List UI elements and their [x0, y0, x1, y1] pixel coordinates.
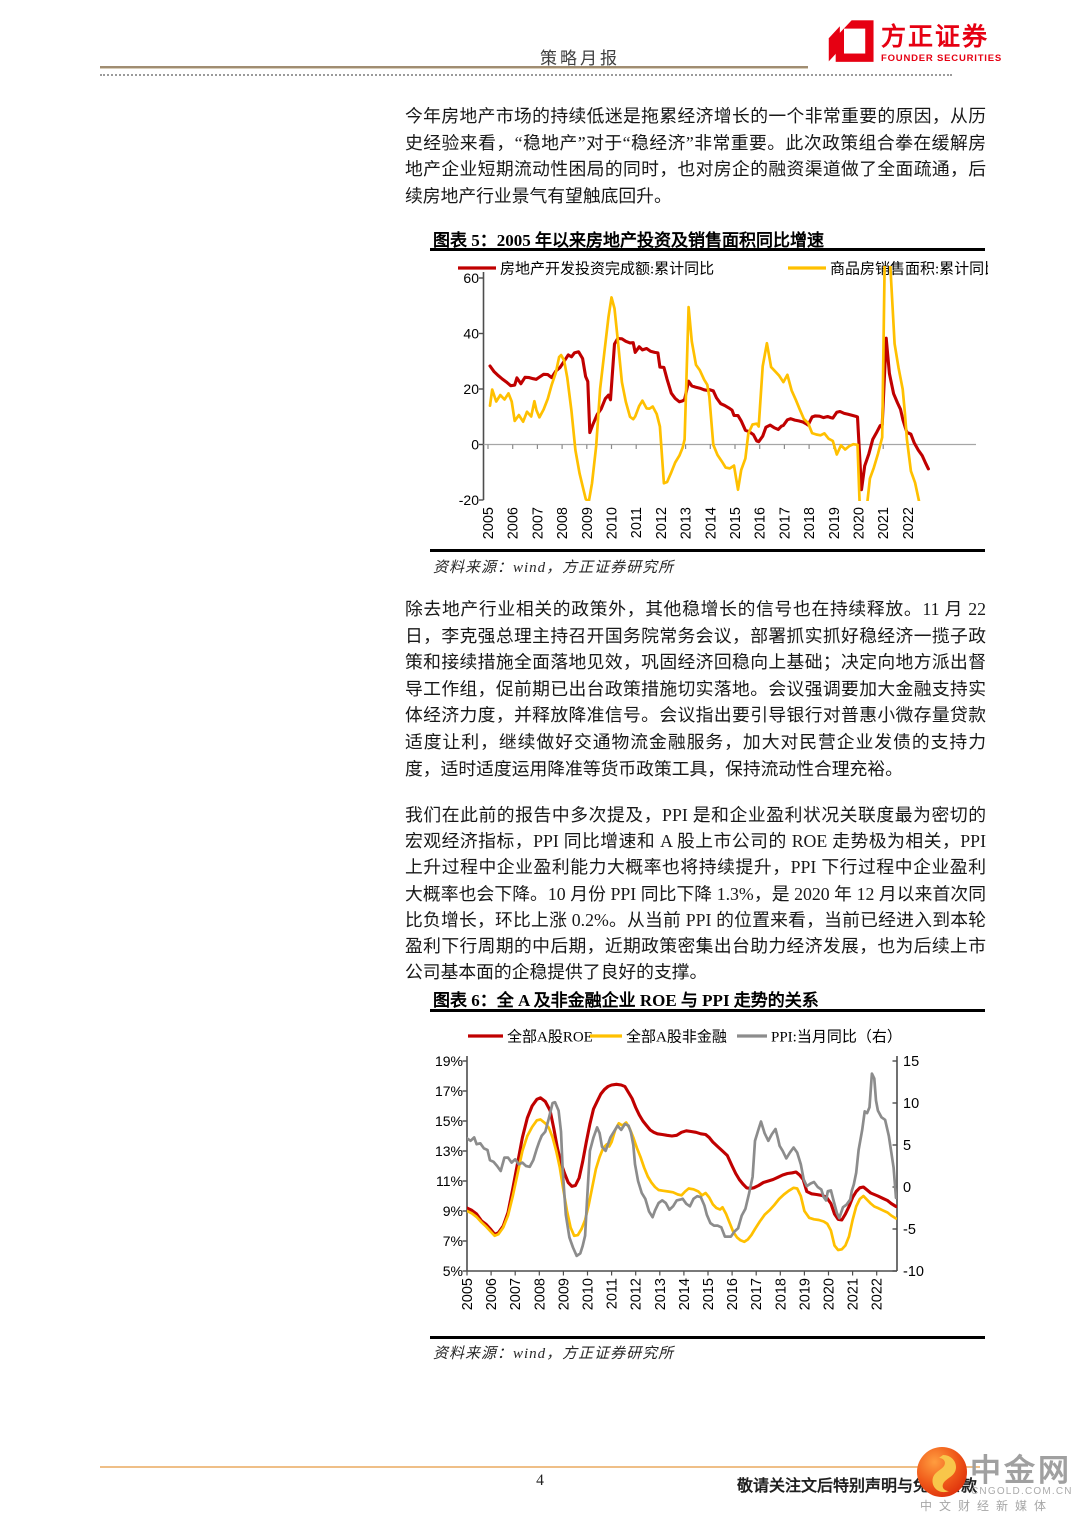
- paragraph-3: 我们在此前的报告中多次提及，PPI 是和企业盈利状况关联度最为密切的宏观经济指标…: [405, 805, 986, 983]
- x-axis-label: 2013: [653, 1278, 669, 1310]
- figure5-bottom-rule: [430, 549, 985, 552]
- figure6-bottom-rule: [430, 1336, 985, 1339]
- x-axis-label: 2017: [777, 507, 793, 539]
- y-axis-label: 15%: [435, 1113, 463, 1129]
- x-axis-label: 2018: [802, 507, 818, 539]
- x-axis-label: 2009: [556, 1278, 572, 1310]
- y-axis-label: 17%: [435, 1083, 463, 1099]
- x-axis-label: 2022: [901, 507, 917, 539]
- x-axis-label: 2016: [725, 1278, 741, 1310]
- logo-en-text: FOUNDER SECURITIES: [881, 53, 1003, 65]
- x-axis-label: 2014: [677, 1278, 693, 1310]
- chart6-svg: 全部A股ROE 全部A股非金融 PPI:当月同比（右） 19% 17% 15% 13% 11%…: [435, 1028, 924, 1311]
- page-number: 4: [536, 1472, 544, 1489]
- y-axis-label: 20: [463, 381, 479, 397]
- right-axis-label: 10: [903, 1096, 919, 1112]
- x-axis-label: 2006: [506, 507, 522, 539]
- x-axis-label: 2019: [797, 1278, 813, 1310]
- figure5-caption: 图表 5：2005 年以来房地产投资及销售面积同比增速: [433, 231, 824, 250]
- founder-logo-icon: [826, 16, 874, 73]
- x-axis-label: 2012: [629, 1278, 645, 1310]
- figure6-caption: 图表 6：全 A 及非金融企业 ROE 与 PPI 走势的关系: [433, 991, 819, 1010]
- footer-rule: [100, 1466, 980, 1468]
- y-axis-label: -20: [459, 492, 479, 508]
- x-axis-label: 2010: [605, 507, 621, 539]
- right-axis-label: -10: [903, 1264, 924, 1280]
- x-axis-label: 2008: [555, 507, 571, 539]
- legend-label: 商品房销售面积:累计同比: [830, 261, 988, 278]
- y-axis-label: 0: [471, 436, 479, 452]
- series-line: [467, 1118, 897, 1252]
- chart5-svg: 房地产开发投资完成额:累计同比 商品房销售面积:累计同比6040200-20200…: [458, 261, 999, 539]
- x-axis-label: 2005: [460, 1278, 476, 1310]
- y-axis-label: 13%: [435, 1143, 463, 1159]
- series-line: [467, 1072, 897, 1258]
- x-axis-label: 2014: [703, 507, 719, 539]
- y-axis-label: 5%: [443, 1263, 463, 1279]
- x-axis-label: 2019: [827, 507, 843, 539]
- right-axis-label: 5: [903, 1138, 911, 1154]
- x-axis-label: 2012: [654, 507, 670, 539]
- x-axis-label: 2010: [581, 1278, 597, 1310]
- x-axis-label: 2021: [876, 507, 892, 539]
- x-axis-label: 2022: [870, 1278, 886, 1310]
- series-line: [488, 336, 930, 492]
- right-axis-label: -5: [903, 1222, 916, 1238]
- y-axis-label: 19%: [435, 1053, 463, 1069]
- x-axis-label: 2009: [580, 507, 596, 539]
- x-axis-label: 2016: [753, 507, 769, 539]
- x-axis-label: 2013: [679, 507, 695, 539]
- x-axis-label: 2015: [728, 507, 744, 539]
- figure6-chart: 全部A股ROE 全部A股非金融 PPI:当月同比（右） 19% 17% 15% 13% 11%…: [430, 1014, 990, 1341]
- paragraph-1: 今年房地产市场的持续低迷是拖累经济增长的一个非常重要的原因，从历史经验来看，“稳…: [405, 106, 986, 206]
- header-rule-solid: [100, 66, 808, 69]
- x-axis-label: 2011: [605, 1278, 621, 1309]
- x-axis-label: 2007: [508, 1278, 524, 1310]
- legend-label: PPI:当月同比（右）: [771, 1029, 902, 1046]
- x-axis-label: 2005: [481, 507, 497, 539]
- figure6-source: 资料来源：wind，方正证券研究所: [433, 1346, 675, 1362]
- x-axis-label: 2011: [629, 507, 645, 538]
- x-axis-label: 2017: [749, 1278, 765, 1310]
- paragraph-2: 除去地产行业相关的政策外，其他稳增长的信号也在持续释放。11 月 22 日，李克…: [405, 599, 986, 779]
- y-axis-label: 9%: [443, 1203, 463, 1219]
- y-axis-label: 60: [463, 270, 479, 286]
- x-axis-label: 2015: [701, 1278, 717, 1310]
- legend-label: 全部A股非金融: [626, 1028, 727, 1046]
- x-axis-label: 2007: [530, 507, 546, 539]
- y-axis-label: 11%: [436, 1173, 463, 1189]
- right-axis-label: 0: [903, 1180, 911, 1196]
- figure6-caption-rule: [430, 1009, 985, 1012]
- figure5-caption-rule: [430, 248, 985, 251]
- right-axis-label: 15: [903, 1054, 919, 1070]
- cngold-watermark-domain: CNGOLD.COM.CN: [971, 1486, 1073, 1497]
- x-axis-label: 2020: [852, 507, 868, 539]
- x-axis-label: 2008: [532, 1278, 548, 1310]
- x-axis-label: 2021: [846, 1278, 862, 1310]
- figure5-chart: 房地产开发投资完成额:累计同比 商品房销售面积:累计同比 60 40 20 0 -20 200…: [430, 252, 999, 549]
- legend-label: 房地产开发投资完成额:累计同比: [500, 261, 714, 278]
- header-rule-dotted: [100, 74, 952, 76]
- founder-securities-logo: 方正证券 FOUNDER SECURITIES: [826, 16, 1002, 73]
- legend-label: 全部A股ROE: [507, 1028, 593, 1046]
- x-axis-label: 2018: [773, 1278, 789, 1310]
- series-line: [488, 266, 921, 501]
- figure5-source: 资料来源：wind，方正证券研究所: [433, 560, 675, 576]
- y-axis-label: 7%: [443, 1233, 463, 1249]
- page-header-title: 策略月报: [540, 49, 620, 68]
- logo-cn-text: 方正证券: [881, 23, 990, 52]
- cngold-watermark-name: 中金网: [970, 1453, 1072, 1488]
- x-axis-label: 2020: [822, 1278, 838, 1310]
- x-axis-label: 2006: [484, 1278, 500, 1310]
- cngold-watermark-tagline: 中文财经新媒体: [920, 1499, 1054, 1513]
- y-axis-label: 40: [463, 325, 479, 341]
- footer-disclaimer: 敬请关注文后特别声明与免责条款: [737, 1478, 978, 1495]
- cngold-watermark-icon: [916, 1446, 968, 1503]
- series-line: [467, 1082, 897, 1236]
